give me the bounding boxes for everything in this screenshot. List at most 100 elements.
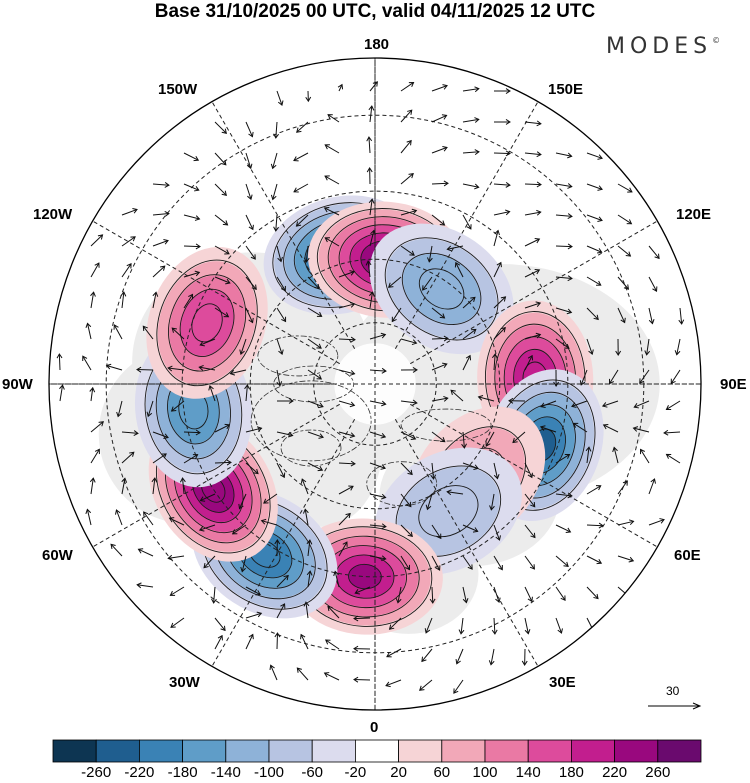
wind-arrow (203, 555, 216, 569)
wind-arrow (183, 294, 193, 309)
wind-arrow-head (349, 432, 356, 438)
wind-arrow-head (333, 570, 339, 577)
wind-arrow (169, 517, 185, 526)
wind-arrow (617, 276, 629, 290)
wind-arrow-head (277, 256, 283, 263)
wind-arrow-head (527, 354, 534, 361)
modes-logo: MODES© (606, 34, 720, 59)
wind-arrow-head (168, 517, 175, 523)
wind-arrow (327, 114, 340, 123)
wind-arrow (152, 213, 169, 216)
wind-arrow (400, 555, 410, 570)
wind-arrow-head (442, 362, 448, 369)
wind-arrow-head (248, 224, 254, 231)
wind-arrow-head (628, 519, 635, 526)
wind-arrow (245, 634, 254, 650)
colorbar-tick-label: 180 (558, 764, 584, 781)
wind-arrow (462, 555, 473, 570)
wind-arrow (586, 152, 603, 159)
wind-arrow (143, 511, 154, 526)
wind-arrow-head (567, 275, 573, 282)
wind-arrow-head (195, 243, 201, 250)
wind-arrow-head (567, 213, 573, 219)
wind-arrow (90, 292, 95, 309)
wind-arrow (369, 493, 386, 498)
wind-arrow-head (422, 285, 428, 291)
wind-arrow (209, 385, 216, 402)
wind-arrow (245, 276, 257, 290)
wind-arrow-head (194, 186, 200, 192)
wind-arrow (425, 617, 433, 634)
wind-arrow (385, 679, 402, 687)
wind-arrow-head (273, 133, 279, 139)
colorbar-tick-label: -180 (167, 764, 198, 781)
wind-arrow (555, 276, 572, 280)
wind-arrow (555, 307, 572, 313)
wind-arrow (121, 263, 132, 278)
wind-arrow (168, 367, 185, 371)
wind-arrow (431, 462, 435, 479)
wind-arrow (400, 82, 414, 92)
wind-arrow-head (425, 504, 432, 511)
wind-arrow-head (385, 681, 391, 688)
wind-arrow-head (164, 210, 170, 217)
wind-arrow (90, 262, 100, 278)
wind-arrow-head (639, 378, 645, 384)
wind-arrow-head (239, 349, 245, 356)
wind-arrow-head (288, 398, 294, 404)
wind-arrow (369, 292, 373, 309)
wind-vectors (56, 81, 685, 694)
wind-arrow-head (85, 322, 92, 328)
wind-arrow (634, 400, 650, 408)
wind-arrow-head (365, 260, 372, 266)
wind-arrow-head (381, 400, 387, 407)
wind-arrow (524, 355, 533, 371)
wind-arrow-head (567, 183, 573, 189)
wind-arrow (493, 262, 502, 278)
wind-arrow-head (567, 492, 573, 499)
wind-arrow (296, 214, 309, 227)
wind-arrow (338, 271, 355, 278)
wind-arrow-head (160, 265, 166, 271)
wind-arrow (555, 493, 572, 497)
wind-arrow-head (536, 209, 542, 216)
wind-arrow (183, 183, 199, 191)
wind-arrow-head (143, 511, 149, 517)
wind-arrow (307, 276, 320, 289)
wind-arrow (199, 524, 216, 531)
wind-arrow (391, 307, 402, 322)
wind-arrow-head (240, 566, 246, 573)
wind-arrow (400, 140, 412, 154)
wind-arrow (86, 509, 92, 526)
wind-arrow-head (615, 350, 622, 356)
wind-arrow-head (316, 374, 323, 380)
wind-arrow (493, 230, 499, 247)
wind-arrow-head (194, 215, 201, 221)
wind-arrow-head (354, 589, 360, 595)
wind-arrow-head (588, 349, 594, 356)
wind-arrow (296, 667, 309, 681)
wind-arrow-head (353, 645, 359, 652)
wind-arrow (613, 447, 619, 464)
wind-arrow-head (593, 593, 599, 600)
wind-arrow-head (536, 181, 542, 188)
wind-arrow-head (115, 509, 121, 515)
wind-arrow-head (287, 431, 294, 438)
wind-arrow-head (345, 512, 351, 519)
wind-arrow (524, 586, 533, 602)
wind-arrow (586, 183, 603, 190)
wind-arrow-head (116, 411, 122, 418)
wind-arrow (580, 369, 588, 386)
wind-arrow (462, 462, 479, 469)
wind-arrow-head (601, 402, 608, 408)
wind-arrow (586, 524, 604, 527)
wind-arrow-head (146, 411, 153, 418)
wind-arrow (422, 276, 433, 291)
wind-arrow-head (566, 308, 573, 315)
wind-arrow-head (466, 224, 472, 230)
wind-arrow-head (353, 615, 359, 622)
graticule (49, 58, 701, 710)
wind-arrow-head (597, 185, 603, 191)
wind-arrow (421, 648, 433, 662)
wind-arrow (245, 586, 261, 595)
